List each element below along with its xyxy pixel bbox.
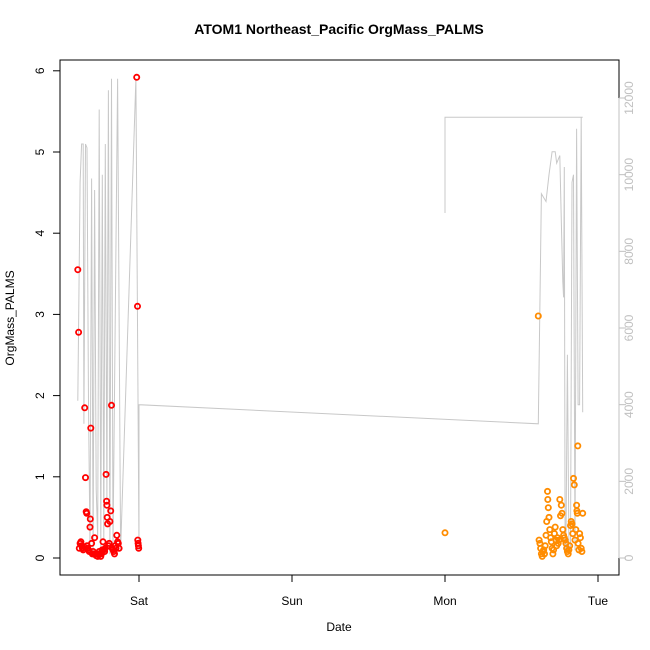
- data-point-series-1: [86, 523, 94, 531]
- data-point-series-1: [133, 73, 141, 81]
- x-tick-label: Mon: [433, 594, 456, 608]
- data-point-series-1: [87, 424, 95, 432]
- data-point-series-1: [133, 302, 141, 310]
- data-point-series-1: [105, 539, 113, 547]
- data-point-series-1: [75, 328, 83, 336]
- data-point-series-2: [566, 542, 574, 550]
- data-point-series-2: [544, 504, 552, 512]
- y2-tick-label: 2000: [622, 468, 636, 495]
- secondary-series-line-segment: [444, 116, 583, 213]
- data-point-series-1: [83, 509, 91, 517]
- data-point-series-1: [82, 474, 90, 482]
- data-point-series-2: [534, 312, 542, 320]
- data-point-series-1: [99, 538, 107, 546]
- data-point-series-1: [113, 531, 121, 539]
- data-point-series-1: [103, 501, 111, 509]
- data-point-series-2: [561, 536, 569, 544]
- data-point-series-2: [570, 481, 578, 489]
- data-point-series-2: [564, 550, 572, 558]
- data-point-series-2: [557, 501, 565, 509]
- chart-title: ATOM1 Northeast_Pacific OrgMass_PALMS: [194, 21, 483, 37]
- data-point-series-2: [546, 526, 554, 534]
- data-point-series-2: [568, 520, 576, 528]
- x-axis-label: Date: [326, 620, 352, 634]
- y-axis-label: OrgMass_PALMS: [3, 270, 17, 365]
- y-tick-label: 2: [33, 392, 47, 399]
- data-point-series-2: [541, 550, 549, 558]
- data-point-series-2: [547, 534, 555, 542]
- data-point-series-2: [570, 474, 578, 482]
- data-point-series-1: [102, 470, 110, 478]
- data-point-series-2: [574, 539, 582, 547]
- data-point-series-2: [545, 513, 553, 521]
- y-tick-label: 1: [33, 473, 47, 480]
- data-point-series-2: [549, 550, 557, 558]
- points-layer: [74, 73, 587, 560]
- data-point-series-1: [91, 534, 99, 542]
- y-tick-label: 3: [33, 311, 47, 318]
- data-point-series-1: [108, 401, 116, 409]
- data-point-series-2: [544, 495, 552, 503]
- data-point-series-1: [135, 544, 143, 552]
- data-point-series-2: [565, 546, 573, 554]
- data-point-series-2: [578, 548, 586, 556]
- y-tick-label: 5: [33, 148, 47, 155]
- y2-tick-label: 10000: [622, 158, 636, 192]
- data-point-series-2: [544, 487, 552, 495]
- data-point-series-1: [88, 539, 96, 547]
- data-point-series-1: [115, 544, 123, 552]
- y2-tick-label: 0: [622, 554, 636, 561]
- data-point-series-1: [86, 515, 94, 523]
- y-tick-label: 6: [33, 67, 47, 74]
- data-point-series-2: [579, 509, 587, 517]
- data-point-series-2: [558, 509, 566, 517]
- data-point-series-2: [577, 544, 585, 552]
- data-point-series-1: [103, 497, 111, 505]
- data-point-series-1: [107, 507, 115, 515]
- y-tick-label: 0: [33, 554, 47, 561]
- y2-tick-label: 4000: [622, 391, 636, 418]
- y-tick-label: 4: [33, 230, 47, 237]
- data-point-series-1: [81, 404, 89, 412]
- axes-layer: Sat Sun Mon Tue 0 1 2 3 4 5 6 0 2000 4000 6000 8000 1000…: [33, 67, 636, 608]
- data-point-series-1: [74, 266, 82, 274]
- x-tick-label: Tue: [588, 594, 609, 608]
- data-point-series-1: [106, 518, 114, 526]
- data-point-series-1: [101, 548, 109, 556]
- data-point-series-2: [554, 539, 562, 547]
- data-point-series-2: [576, 534, 584, 542]
- data-point-series-2: [535, 536, 543, 544]
- data-point-series-2: [551, 523, 559, 531]
- x-tick-label: Sun: [281, 594, 302, 608]
- data-point-series-2: [572, 526, 580, 534]
- y2-tick-label: 12000: [622, 81, 636, 115]
- y2-tick-label: 8000: [622, 238, 636, 265]
- data-point-series-2: [441, 529, 449, 537]
- x-tick-label: Sat: [130, 594, 149, 608]
- data-point-series-2: [576, 530, 584, 538]
- data-point-series-1: [77, 538, 85, 546]
- data-point-series-2: [541, 542, 549, 550]
- y2-tick-label: 6000: [622, 314, 636, 341]
- data-point-series-2: [574, 442, 582, 450]
